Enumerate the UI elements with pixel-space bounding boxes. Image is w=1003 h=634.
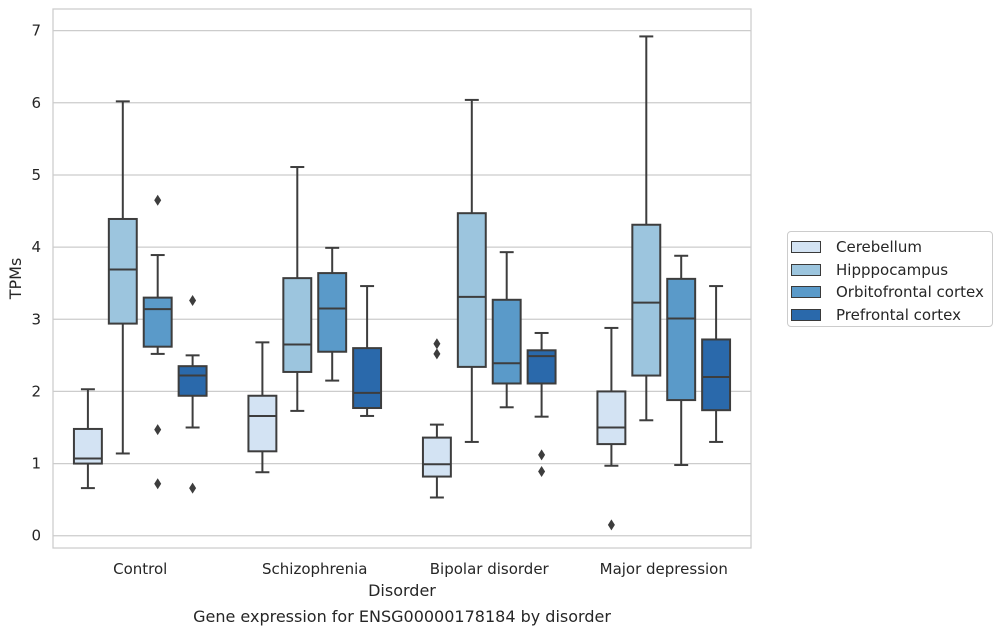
box-3-0 — [596, 326, 627, 531]
outlier-point — [154, 194, 162, 206]
x-tick-label: Schizophrenia — [262, 560, 367, 578]
box-body — [177, 365, 208, 397]
box-2-1 — [456, 98, 487, 443]
box-body — [456, 212, 487, 368]
box-series — [72, 35, 732, 531]
outlier-point — [189, 295, 197, 307]
x-axis-label: Disorder — [368, 581, 436, 600]
outlier-point — [607, 519, 615, 531]
box-body — [247, 394, 278, 453]
x-tick-label: Bipolar disorder — [430, 560, 550, 578]
box-1-3 — [352, 285, 383, 417]
outlier-point — [189, 482, 197, 494]
legend-item: Cerebellum — [791, 236, 992, 259]
outlier-point — [154, 478, 162, 490]
outlier-point — [154, 424, 162, 436]
outlier-point — [433, 338, 441, 350]
box-0-0 — [72, 388, 103, 490]
y-tick-label: 3 — [31, 310, 41, 328]
box-body — [596, 390, 627, 446]
plot-area-frame — [52, 8, 752, 549]
box-body — [107, 217, 138, 325]
legend-swatch — [791, 286, 821, 299]
legend-swatch — [791, 308, 821, 321]
chart-caption: Gene expression for ENSG00000178184 by d… — [193, 607, 611, 626]
x-axis-ticks: Control Schizophrenia Bipolar disorder Majo… — [113, 560, 728, 578]
legend-label: Orbitofrontal cortex — [836, 283, 984, 302]
box-body — [282, 277, 313, 373]
box-2-2 — [491, 251, 522, 409]
outlier-point — [538, 449, 546, 461]
legend-label: Prefrontal cortex — [836, 305, 961, 324]
box-3-2 — [666, 254, 697, 467]
y-tick-label: 7 — [31, 22, 41, 40]
legend-item: Hipppocampus — [791, 259, 992, 282]
x-tick-label: Major depression — [600, 560, 728, 578]
legend-swatch — [791, 263, 821, 276]
box-body — [352, 347, 383, 410]
box-body — [421, 436, 452, 478]
legend-label: Hipppocampus — [836, 260, 949, 279]
box-1-1 — [282, 166, 313, 412]
outlier-point — [433, 348, 441, 360]
box-body — [491, 298, 522, 385]
box-1-0 — [247, 341, 278, 474]
box-0-3 — [177, 295, 208, 494]
y-tick-label: 0 — [31, 527, 41, 545]
y-tick-label: 6 — [31, 94, 41, 112]
legend-item: Prefrontal cortex — [791, 304, 992, 327]
legend-label: Cerebellum — [836, 238, 922, 257]
chart-legend: Cerebellum Hipppocampus Orbitofrontal cort… — [787, 231, 993, 327]
box-body — [317, 272, 348, 353]
box-2-3 — [526, 331, 557, 478]
box-1-2 — [317, 246, 348, 382]
legend-swatch — [791, 241, 821, 254]
box-0-1 — [107, 100, 138, 455]
box-body — [142, 296, 173, 348]
box-body — [701, 338, 732, 412]
y-axis-label: TPMs — [6, 258, 25, 301]
box-3-3 — [701, 285, 732, 443]
x-tick-label: Control — [113, 560, 167, 578]
box-0-2 — [142, 194, 173, 490]
y-tick-label: 5 — [31, 166, 41, 184]
box-body — [631, 223, 662, 377]
box-2-0 — [421, 338, 452, 499]
box-3-1 — [631, 35, 662, 422]
box-body — [666, 277, 697, 402]
legend-item: Orbitofrontal cortex — [791, 281, 992, 304]
y-tick-label: 4 — [31, 238, 41, 256]
outlier-point — [538, 466, 546, 478]
y-axis-ticks: 0 1 2 3 4 5 6 7 — [31, 22, 41, 545]
y-tick-label: 1 — [31, 455, 41, 473]
y-tick-label: 2 — [31, 382, 41, 400]
